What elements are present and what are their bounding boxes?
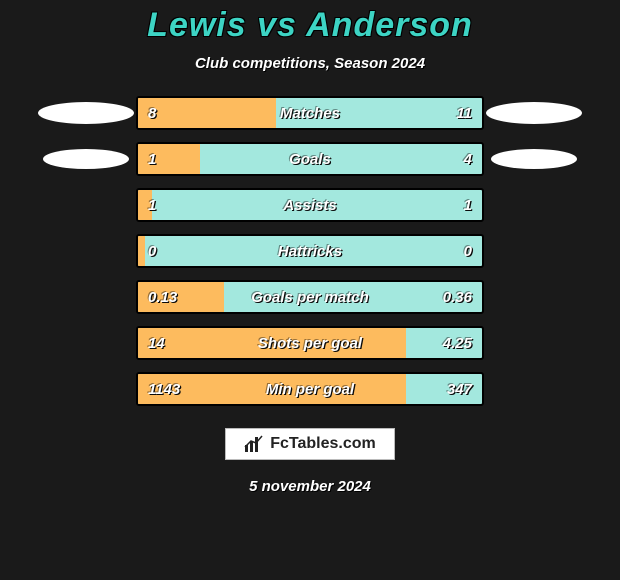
stat-label: Hattricks <box>138 236 482 266</box>
subtitle: Club competitions, Season 2024 <box>0 55 620 72</box>
title-left-name: Lewis <box>147 6 246 44</box>
stat-bar: 1Goals4 <box>136 142 484 176</box>
stat-right-value: 0 <box>464 236 472 266</box>
comparison-row: 8Matches11 <box>0 90 620 136</box>
stat-right-value: 4.25 <box>443 328 472 358</box>
left-team-badge-slot <box>36 149 136 169</box>
stat-label: Assists <box>138 190 482 220</box>
comparison-row: 1Assists1 <box>0 182 620 228</box>
logo-text: FcTables.com <box>270 435 376 453</box>
title-vs: vs <box>257 6 297 44</box>
comparison-row: 0.13Goals per match0.36 <box>0 274 620 320</box>
logo-badge: FcTables.com <box>225 428 395 460</box>
team-badge-right <box>486 102 582 124</box>
comparison-row: 0Hattricks0 <box>0 228 620 274</box>
stat-right-value: 4 <box>464 144 472 174</box>
title-right-name: Anderson <box>306 6 473 44</box>
stat-bar: 14Shots per goal4.25 <box>136 326 484 360</box>
stat-right-value: 347 <box>447 374 472 404</box>
stat-bar: 1Assists1 <box>136 188 484 222</box>
stat-label: Goals per match <box>138 282 482 312</box>
team-badge-right <box>491 149 577 169</box>
left-team-badge-slot <box>36 102 136 124</box>
footer-date: 5 november 2024 <box>0 478 620 495</box>
comparison-row: 1143Min per goal347 <box>0 366 620 412</box>
stat-label: Matches <box>138 98 482 128</box>
stat-right-value: 1 <box>464 190 472 220</box>
team-badge-left <box>43 149 129 169</box>
stat-bar: 0Hattricks0 <box>136 234 484 268</box>
right-team-badge-slot <box>484 102 584 124</box>
stat-right-value: 11 <box>456 98 472 128</box>
right-team-badge-slot <box>484 149 584 169</box>
stat-label: Min per goal <box>138 374 482 404</box>
comparison-rows: 8Matches111Goals41Assists10Hattricks00.1… <box>0 90 620 412</box>
chart-icon <box>244 435 264 453</box>
stat-bar: 1143Min per goal347 <box>136 372 484 406</box>
comparison-row: 1Goals4 <box>0 136 620 182</box>
team-badge-left <box>38 102 134 124</box>
stat-label: Shots per goal <box>138 328 482 358</box>
stat-bar: 0.13Goals per match0.36 <box>136 280 484 314</box>
stat-label: Goals <box>138 144 482 174</box>
stat-right-value: 0.36 <box>443 282 472 312</box>
page-title: Lewis vs Anderson <box>147 6 473 45</box>
stat-bar: 8Matches11 <box>136 96 484 130</box>
comparison-row: 14Shots per goal4.25 <box>0 320 620 366</box>
